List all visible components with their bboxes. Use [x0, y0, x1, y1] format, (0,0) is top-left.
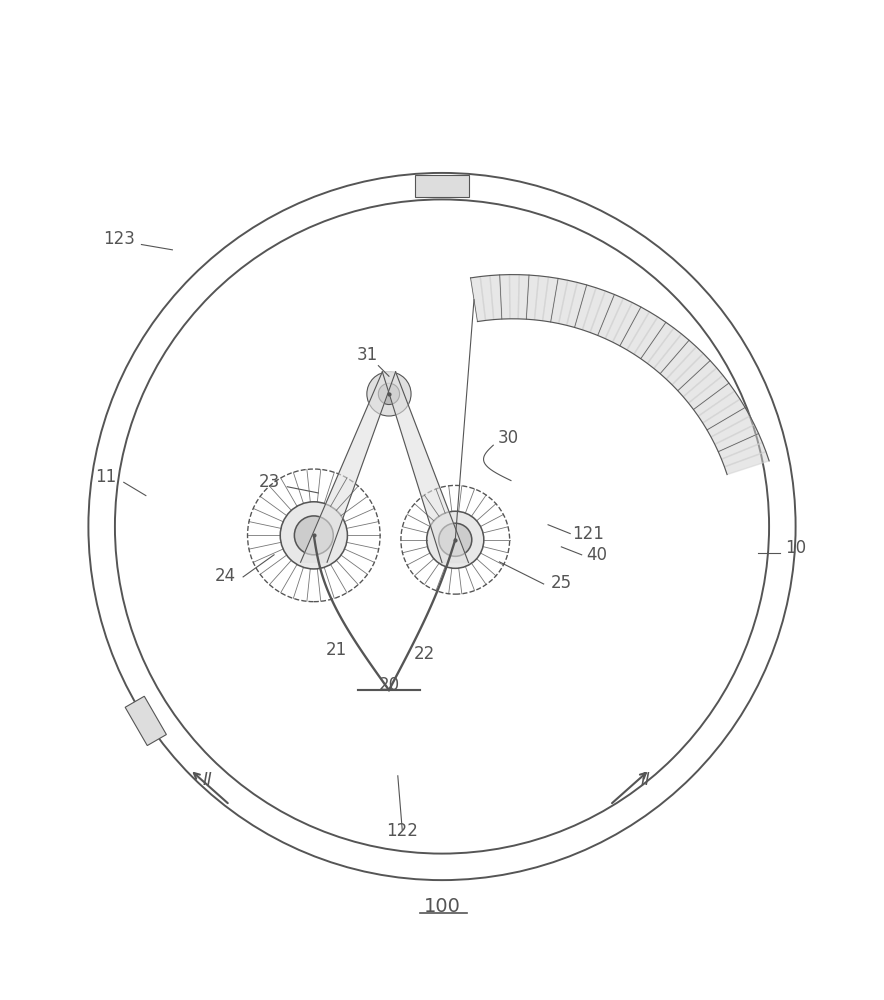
Text: 122: 122 — [386, 822, 418, 840]
Polygon shape — [567, 282, 587, 327]
Text: 21: 21 — [325, 641, 347, 659]
Polygon shape — [551, 278, 568, 324]
Bar — [126, 696, 166, 746]
Text: 123: 123 — [103, 230, 135, 248]
Text: 11: 11 — [95, 468, 117, 486]
Polygon shape — [382, 372, 469, 563]
Polygon shape — [654, 334, 689, 374]
Text: 24: 24 — [215, 567, 236, 585]
Polygon shape — [721, 443, 766, 467]
Polygon shape — [698, 391, 740, 423]
Text: 22: 22 — [414, 645, 435, 663]
Polygon shape — [634, 317, 666, 359]
Polygon shape — [715, 425, 758, 452]
Polygon shape — [559, 280, 577, 325]
Text: 100: 100 — [423, 897, 461, 916]
Text: 30: 30 — [498, 429, 519, 447]
Polygon shape — [641, 322, 674, 363]
Polygon shape — [543, 277, 558, 322]
Polygon shape — [620, 307, 650, 350]
Circle shape — [367, 372, 411, 416]
Polygon shape — [526, 275, 538, 320]
Circle shape — [378, 383, 400, 405]
Text: 121: 121 — [572, 525, 604, 543]
Circle shape — [438, 523, 472, 556]
Polygon shape — [470, 277, 485, 322]
Polygon shape — [583, 288, 606, 332]
Text: 25: 25 — [551, 574, 572, 592]
Polygon shape — [499, 275, 510, 319]
Circle shape — [427, 511, 484, 568]
Polygon shape — [509, 275, 519, 319]
Polygon shape — [490, 275, 502, 320]
Text: 31: 31 — [356, 346, 377, 364]
Polygon shape — [591, 291, 614, 335]
Circle shape — [294, 516, 333, 555]
Polygon shape — [725, 452, 769, 475]
Polygon shape — [301, 372, 396, 562]
Circle shape — [280, 502, 347, 569]
Polygon shape — [575, 285, 596, 330]
Polygon shape — [703, 399, 745, 430]
Polygon shape — [606, 298, 632, 342]
Polygon shape — [518, 275, 529, 319]
Polygon shape — [647, 328, 682, 368]
Polygon shape — [678, 361, 717, 397]
Polygon shape — [689, 375, 729, 410]
Polygon shape — [707, 408, 750, 437]
Polygon shape — [535, 276, 548, 321]
Bar — [415, 175, 469, 197]
Polygon shape — [480, 276, 493, 320]
Polygon shape — [672, 354, 710, 391]
Text: 23: 23 — [259, 473, 280, 491]
Polygon shape — [693, 383, 735, 416]
Text: 10: 10 — [785, 539, 806, 557]
Polygon shape — [667, 347, 704, 385]
Text: II: II — [640, 771, 651, 789]
Text: II: II — [202, 771, 213, 789]
Polygon shape — [627, 312, 658, 354]
Polygon shape — [598, 294, 623, 339]
Text: 40: 40 — [586, 546, 607, 564]
Polygon shape — [660, 340, 697, 379]
Text: 20: 20 — [378, 676, 400, 694]
Polygon shape — [719, 434, 762, 459]
Polygon shape — [683, 368, 723, 403]
Polygon shape — [613, 303, 641, 346]
Polygon shape — [711, 416, 754, 444]
